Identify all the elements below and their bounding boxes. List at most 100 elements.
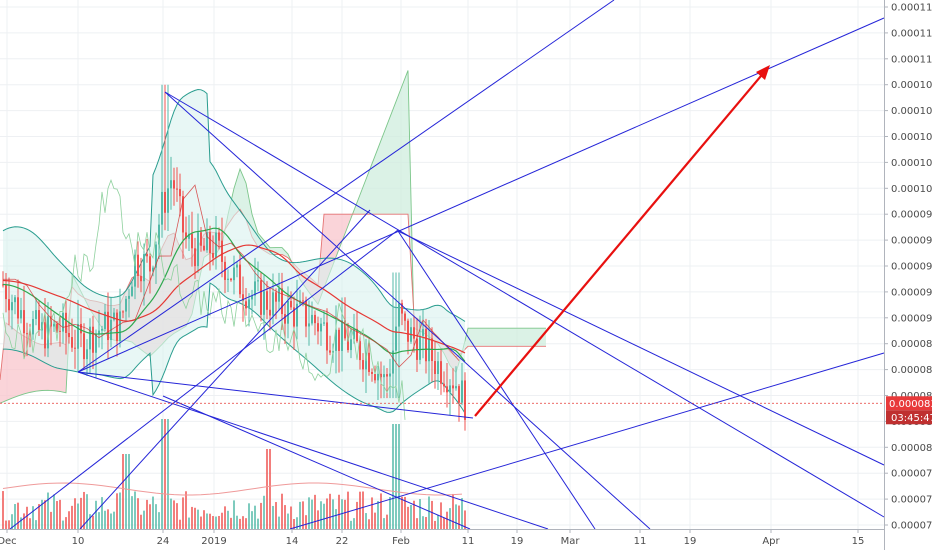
candle-body — [74, 347, 76, 349]
x-tick-label: Apr — [762, 536, 780, 547]
volume-bar — [425, 516, 427, 529]
volume-bar — [362, 491, 364, 529]
candle-body — [149, 256, 151, 272]
candle-body — [293, 307, 295, 327]
y-tick-label: 0.00008000 — [891, 443, 932, 454]
candle-body — [311, 314, 313, 324]
volume-bar — [440, 502, 442, 529]
volume-bar — [23, 513, 25, 529]
y-tick-label: 0.00011000 — [891, 54, 932, 65]
volume-bar — [47, 492, 49, 529]
forecast-arrow-line — [474, 69, 767, 417]
y-tick-label: 0.00007400 — [891, 521, 932, 532]
volume-bar — [419, 499, 421, 529]
y-tick-label: 0.00009800 — [891, 210, 932, 221]
candle-body — [11, 302, 13, 311]
volume-bar — [122, 454, 124, 529]
volume-bar — [149, 504, 151, 529]
y-tick-label: 0.00008800 — [891, 339, 932, 350]
candle-body — [56, 323, 58, 331]
candle-body — [377, 373, 379, 381]
volume-bar — [395, 424, 397, 529]
candle-body — [314, 314, 316, 324]
volume-bar — [266, 449, 268, 529]
price-axis-bg — [884, 0, 932, 550]
volume-bar — [119, 492, 121, 529]
volume-bar — [179, 519, 181, 529]
volume-bar — [380, 493, 382, 529]
volume-bar — [74, 498, 76, 529]
candle-body — [338, 329, 340, 351]
candle-body — [161, 191, 163, 225]
volume-bar — [398, 424, 400, 529]
volume-bar — [452, 493, 454, 529]
candle-body — [395, 326, 397, 351]
cloud-segment — [468, 328, 474, 347]
volume-bar — [302, 501, 304, 529]
ma-red-line — [2, 244, 466, 354]
volume-bar — [239, 518, 241, 529]
volume-bar — [14, 504, 16, 529]
candle-body — [398, 303, 400, 327]
volume-bar — [65, 517, 67, 529]
candle-body — [101, 328, 103, 331]
volume-bar — [113, 511, 115, 529]
candle-body — [206, 232, 208, 251]
volume-bar — [392, 424, 394, 529]
candle-body — [134, 254, 136, 287]
volume-bar — [383, 518, 385, 529]
candle-body — [383, 374, 385, 378]
volume-bar — [44, 500, 46, 529]
forecast-arrow-head — [756, 65, 770, 80]
candle-body — [266, 291, 268, 310]
volume-bar — [236, 515, 238, 529]
candle-body — [23, 310, 25, 334]
candle-body — [125, 298, 127, 312]
candle-body — [413, 327, 415, 339]
x-tick-label: Mar — [561, 536, 581, 547]
candle-body — [197, 232, 199, 267]
trend-line — [164, 91, 885, 518]
volume-bar — [320, 501, 322, 529]
candle-body — [200, 232, 202, 246]
volume-bar — [371, 497, 373, 529]
trend-line — [77, 371, 474, 419]
trend-line — [77, 371, 549, 530]
y-tick-label: 0.00010600 — [891, 106, 932, 117]
volume-bar — [182, 497, 184, 529]
candle-body — [269, 309, 271, 316]
candle-body — [353, 328, 355, 340]
volume-bar — [59, 499, 61, 529]
volume-bar — [134, 491, 136, 529]
candle-body — [152, 267, 154, 272]
volume-bar — [449, 508, 451, 529]
volume-bar — [464, 510, 466, 529]
candle-body — [179, 189, 181, 197]
candle-body — [461, 380, 463, 403]
trend-line — [397, 230, 596, 530]
volume-bar — [221, 512, 223, 529]
volume-bar — [293, 519, 295, 529]
candle-body — [143, 254, 145, 282]
volume-bar — [233, 500, 235, 529]
volume-bar — [191, 506, 193, 529]
countdown-badge — [886, 410, 932, 425]
last-price-badge — [886, 396, 932, 411]
candle-body — [209, 232, 211, 254]
moving-averages — [2, 179, 466, 420]
trend-line — [397, 230, 885, 466]
last-price-text: 0.00008340 — [889, 399, 932, 410]
candle-body — [167, 188, 169, 213]
volume-bar — [317, 510, 319, 529]
volume-bar — [38, 504, 40, 529]
candle-body — [374, 373, 376, 381]
volume-bar — [326, 498, 328, 529]
cloud-segment — [372, 148, 378, 215]
cloud-segment — [360, 179, 366, 215]
volume-bar — [209, 513, 211, 529]
volume-bar — [230, 517, 232, 529]
volume-bar — [404, 496, 406, 529]
candle-body — [368, 352, 370, 372]
